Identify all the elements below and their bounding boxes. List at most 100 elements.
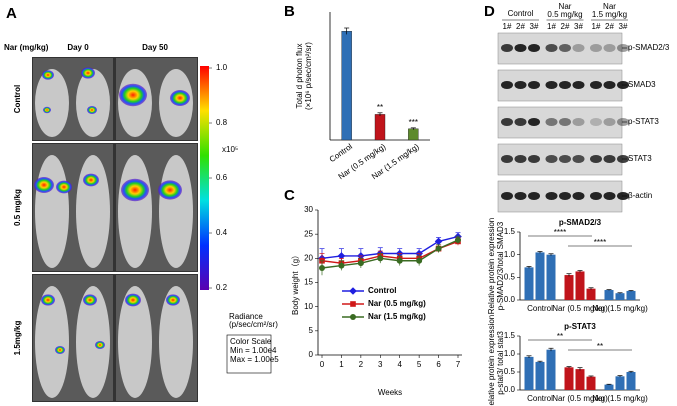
blot-band <box>528 44 540 52</box>
mouse <box>76 286 110 398</box>
x-tick-label: 5 <box>417 360 422 369</box>
bar <box>575 271 585 300</box>
bar <box>408 128 419 141</box>
band-label: STAT3 <box>628 154 652 163</box>
blot-band <box>545 118 558 126</box>
signal <box>34 177 54 193</box>
mouse <box>159 155 193 268</box>
blot-band <box>528 155 540 163</box>
lane-label: 1# <box>547 22 556 31</box>
x-tick-label: 2 <box>359 360 364 369</box>
bar <box>615 376 625 390</box>
blot-band <box>590 192 602 200</box>
blot-band <box>501 192 513 200</box>
radiance-label: Radiance <box>229 312 263 321</box>
band-label: p-STAT3 <box>628 117 659 126</box>
bar <box>626 290 636 300</box>
blot-band <box>572 118 585 126</box>
colorbar-tick-label: 1.0 <box>216 63 228 72</box>
western-blot: Control Nar 0.5 mg/kg Nar 1.5 mg/kg 1# 2# 3# 1# 2… <box>497 2 670 213</box>
y-tick-label: 0 <box>309 350 314 359</box>
marker <box>455 236 461 243</box>
blot-band <box>545 192 558 200</box>
significance: **** <box>594 238 606 247</box>
legend-marker <box>350 314 356 320</box>
lane-label: 3# <box>619 22 628 31</box>
blot-band <box>545 44 558 52</box>
blot-band <box>501 118 513 126</box>
mouse <box>35 286 69 398</box>
significance: **** <box>554 228 566 237</box>
y-tick-label: 15 <box>304 278 313 287</box>
bar <box>615 293 625 300</box>
signal <box>121 178 149 202</box>
chart-title: p-STAT3 <box>564 322 596 331</box>
band-label: p-SMAD2/3 <box>628 43 670 52</box>
lane-label: 2# <box>516 22 525 31</box>
y-axis-label: Body weight（g） <box>291 251 300 315</box>
blot-band <box>528 192 540 200</box>
color-scale-text: Max = 1.00e5 <box>230 355 279 364</box>
color-scale-box <box>226 334 272 374</box>
legend-marker <box>350 301 356 307</box>
panel-label: A <box>6 5 17 22</box>
x-axis-label: Weeks <box>378 388 402 397</box>
y-tick-label: 5 <box>309 326 314 335</box>
signal <box>170 90 190 106</box>
signal <box>42 70 54 80</box>
blot-group: Control <box>508 9 534 18</box>
y-tick-label: 1.5 <box>504 227 516 236</box>
blot-band <box>559 118 571 126</box>
panel-label: B <box>284 3 295 20</box>
colorbar-unit: x10⁵ <box>222 145 238 154</box>
y-axis-label: (×10⁶ p/sec/cm²/sr) <box>304 42 313 110</box>
significance: ** <box>557 332 563 341</box>
colorbar-tick-label: 0.6 <box>216 173 228 182</box>
colorbar-tick-label: 0.4 <box>216 228 228 237</box>
mouse <box>76 69 110 137</box>
y-tick-label: 0.5 <box>504 272 516 281</box>
blot-band <box>603 155 616 163</box>
color-scale-text: Color Scale <box>230 337 272 346</box>
bar <box>564 275 574 300</box>
x-tick-label: 7 <box>456 360 461 369</box>
x-tick-label: Control <box>328 142 354 164</box>
lane-label: 2# <box>561 22 570 31</box>
blot-band <box>559 81 571 89</box>
x-tick-label: 4 <box>397 360 402 369</box>
signal <box>83 173 99 187</box>
blot-group: Nar 1.5 mg/kg <box>592 2 627 19</box>
y-axis-label: p-SMAD2/3/total SMAD3 <box>496 221 505 310</box>
colorbar <box>200 66 209 290</box>
x-tick-label: Control <box>527 394 553 403</box>
signal <box>125 293 141 307</box>
blot-band <box>572 192 585 200</box>
column-label: Day 50 <box>142 43 168 52</box>
signal <box>158 180 182 200</box>
y-axis-label: Relative protein expression <box>487 218 496 315</box>
blot-band <box>572 44 585 52</box>
y-axis-label: p-stat3/ total stat3 <box>496 331 505 395</box>
colorbar-tick-label: 0.2 <box>216 283 228 292</box>
band-label: SMAD3 <box>628 80 656 89</box>
marker <box>319 265 325 271</box>
blot-band <box>603 192 616 200</box>
y-tick-label: 25 <box>304 229 313 238</box>
y-tick-label: 1.5 <box>504 331 516 340</box>
bar <box>626 372 636 390</box>
signal <box>83 294 97 306</box>
y-tick-label: 10 <box>304 302 313 311</box>
y-tick-label: 20 <box>304 253 313 262</box>
blot-band <box>603 44 616 52</box>
bar <box>604 384 614 390</box>
bar <box>575 369 585 390</box>
y-axis-label: Relative protein expression <box>487 315 496 406</box>
x-tick-label: Control <box>527 304 553 313</box>
row-label: 0.5 mg/kg <box>13 189 22 226</box>
x-tick-label: Nar (0.5 mg/kg) <box>552 304 608 313</box>
y-tick-label: 0.0 <box>504 295 516 304</box>
mouse-images <box>32 57 198 402</box>
blot-band <box>528 81 540 89</box>
blot-band <box>545 155 558 163</box>
blot-band <box>572 81 585 89</box>
